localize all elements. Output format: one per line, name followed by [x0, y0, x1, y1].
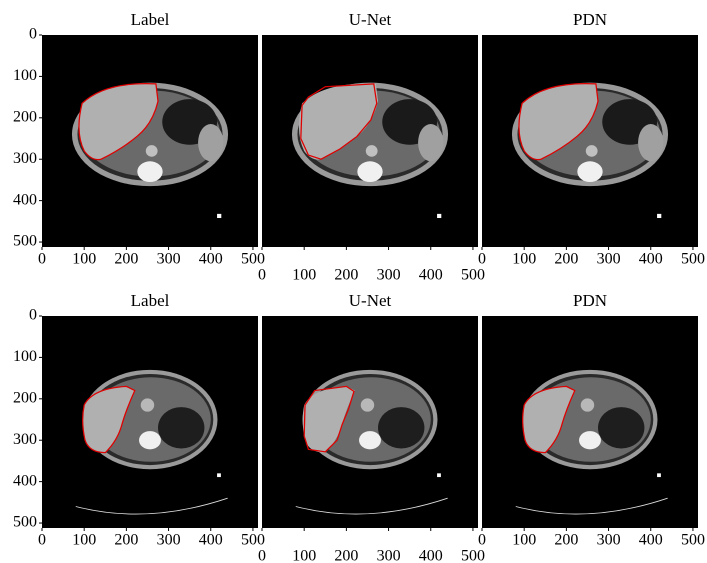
x-tick-label: 0: [258, 267, 266, 284]
x-tick-label: 200: [334, 267, 358, 284]
x-tick-label: 200: [114, 532, 138, 549]
x-tick-label: 500: [681, 532, 705, 549]
x-tick-label: 500: [461, 267, 485, 284]
spine: [357, 161, 382, 182]
bowel: [158, 407, 204, 448]
x-tick-label: 300: [377, 267, 401, 284]
figure: Label01002003004005000100200300400500U-N…: [0, 0, 707, 563]
y-tick-label: 100: [13, 67, 37, 84]
x-tick-label: 100: [72, 532, 96, 549]
x-tick-label: 400: [199, 532, 223, 549]
aorta: [581, 398, 595, 411]
x-tick-label: 0: [38, 251, 46, 268]
x-tick-label: 400: [639, 532, 663, 549]
marker: [657, 473, 661, 477]
spine: [579, 431, 601, 449]
y-tick-label: 300: [13, 150, 37, 167]
panel-title: U-Net: [349, 10, 392, 29]
marker: [217, 214, 221, 218]
spine: [139, 431, 161, 449]
x-tick-label: 500: [241, 251, 265, 268]
y-tick-label: 100: [13, 348, 37, 365]
y-tick-label: 200: [13, 108, 37, 125]
y-tick-label: 500: [13, 233, 37, 250]
y-tick-label: 0: [29, 307, 37, 324]
y-tick-label: 400: [13, 472, 37, 489]
x-tick-label: 300: [157, 532, 181, 549]
x-tick-label: 200: [334, 548, 358, 563]
x-tick-label: 100: [292, 267, 316, 284]
spleen: [638, 124, 663, 161]
panel-title: Label: [131, 10, 170, 29]
x-tick-label: 400: [419, 548, 443, 563]
spine: [577, 161, 602, 182]
panel-title: PDN: [573, 10, 607, 29]
y-tick-label: 400: [13, 191, 37, 208]
scan-image: [262, 35, 478, 247]
x-tick-label: 500: [461, 548, 485, 563]
scan-image: [42, 316, 258, 528]
panel-title: PDN: [573, 291, 607, 310]
scan-image: [482, 35, 698, 247]
x-tick-label: 400: [199, 251, 223, 268]
aorta: [146, 145, 158, 157]
x-tick-label: 200: [554, 251, 578, 268]
x-tick-label: 300: [377, 548, 401, 563]
panel-title: U-Net: [349, 291, 392, 310]
spine: [359, 431, 381, 449]
y-tick-label: 500: [13, 514, 37, 531]
marker: [657, 214, 661, 218]
bowel: [378, 407, 424, 448]
x-tick-label: 0: [258, 548, 266, 563]
y-tick-label: 300: [13, 431, 37, 448]
x-tick-label: 100: [512, 532, 536, 549]
aorta: [141, 398, 155, 411]
x-tick-label: 500: [681, 251, 705, 268]
marker: [437, 473, 441, 477]
x-tick-label: 0: [478, 251, 486, 268]
scan-image: [262, 316, 478, 528]
y-tick-label: 0: [29, 26, 37, 43]
x-tick-label: 0: [478, 532, 486, 549]
bowel: [598, 407, 644, 448]
spine: [137, 161, 162, 182]
x-tick-label: 100: [512, 251, 536, 268]
x-tick-label: 300: [597, 532, 621, 549]
x-tick-label: 400: [419, 267, 443, 284]
aorta: [586, 145, 598, 157]
aorta: [361, 398, 375, 411]
x-tick-label: 300: [157, 251, 181, 268]
spleen: [418, 124, 443, 161]
panel-title: Label: [131, 291, 170, 310]
x-tick-label: 400: [639, 251, 663, 268]
scan-image: [482, 316, 698, 528]
marker: [437, 214, 441, 218]
scan-image: [42, 35, 258, 247]
x-tick-label: 200: [114, 251, 138, 268]
x-tick-label: 300: [597, 251, 621, 268]
x-tick-label: 100: [292, 548, 316, 563]
x-tick-label: 500: [241, 532, 265, 549]
x-tick-label: 200: [554, 532, 578, 549]
x-tick-label: 100: [72, 251, 96, 268]
x-tick-label: 0: [38, 532, 46, 549]
spleen: [198, 124, 223, 161]
aorta: [366, 145, 378, 157]
marker: [217, 473, 221, 477]
y-tick-label: 200: [13, 389, 37, 406]
